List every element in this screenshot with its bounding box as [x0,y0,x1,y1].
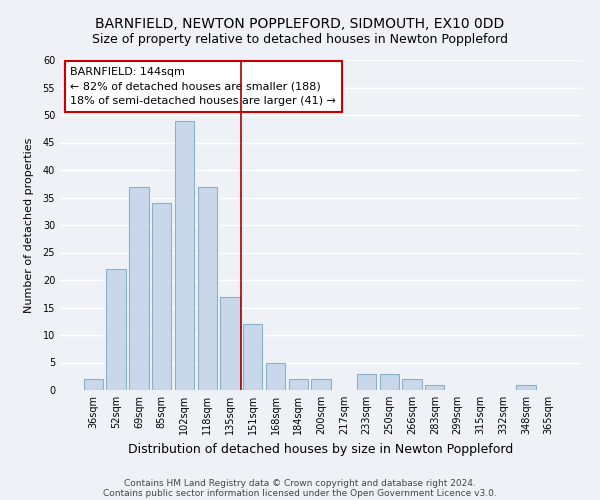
Bar [197,186,217,390]
Bar [380,374,399,390]
Bar [425,384,445,390]
Y-axis label: Number of detached properties: Number of detached properties [25,138,34,312]
Bar [129,186,149,390]
Bar [357,374,376,390]
Bar [266,362,285,390]
Bar [289,379,308,390]
Text: Contains public sector information licensed under the Open Government Licence v3: Contains public sector information licen… [103,488,497,498]
Bar [175,120,194,390]
Bar [403,379,422,390]
Bar [243,324,262,390]
Bar [311,379,331,390]
Bar [84,379,103,390]
Text: Size of property relative to detached houses in Newton Poppleford: Size of property relative to detached ho… [92,32,508,46]
Bar [516,384,536,390]
Bar [152,203,172,390]
Bar [106,269,126,390]
Bar [220,296,239,390]
Text: Contains HM Land Registry data © Crown copyright and database right 2024.: Contains HM Land Registry data © Crown c… [124,478,476,488]
Text: BARNFIELD: 144sqm
← 82% of detached houses are smaller (188)
18% of semi-detache: BARNFIELD: 144sqm ← 82% of detached hous… [70,66,337,106]
Text: BARNFIELD, NEWTON POPPLEFORD, SIDMOUTH, EX10 0DD: BARNFIELD, NEWTON POPPLEFORD, SIDMOUTH, … [95,18,505,32]
X-axis label: Distribution of detached houses by size in Newton Poppleford: Distribution of detached houses by size … [128,442,514,456]
